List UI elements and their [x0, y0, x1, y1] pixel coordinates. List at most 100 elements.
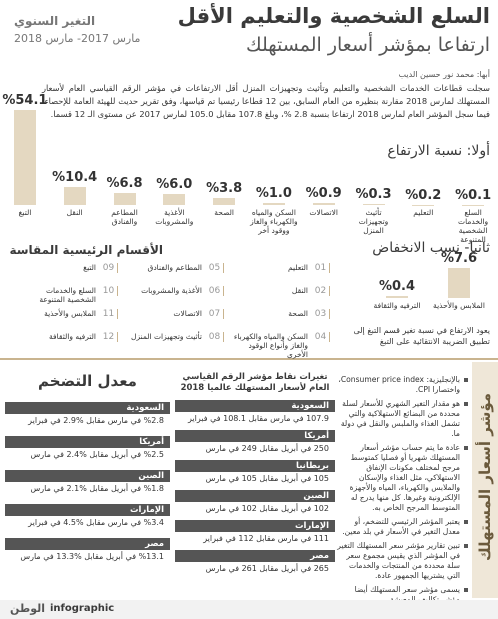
- bullet: عادة ما يتم حساب مؤشر أسعار المستهلك شهر…: [336, 443, 468, 513]
- value-label: %7.6: [440, 251, 478, 266]
- country-value: %13.1 في أبريل مقابل %13.3 في مارس: [20, 552, 164, 561]
- bullet: تبين تقارير مؤشر سعر المستهلك التغير في …: [336, 541, 468, 581]
- country-row: أمريكا 250 في أبريل مقابل 249 في مارس: [175, 430, 335, 455]
- country-name: السعودية: [175, 400, 335, 412]
- side-strip: [472, 362, 498, 598]
- bullet-mark: [464, 378, 468, 382]
- country-row: مصر 265 في أبريل مقابل 261 في مارس: [175, 550, 335, 575]
- country-value: 250 في أبريل مقابل 249 في مارس: [205, 444, 329, 453]
- bar: [63, 186, 86, 205]
- country-value: %2.8 في مارس مقابل %2.9 في فبراير: [28, 416, 164, 425]
- sections-title: الأقسام الرئيسية المقاسة: [9, 243, 163, 257]
- country-row: الصين %1.8 في أبريل مقابل %2.1 في مارس: [5, 470, 170, 495]
- country-name: أمريكا: [175, 430, 335, 442]
- bullet: يسمى مؤشر سعر المستهلك أيضا مؤشر تكاليف …: [336, 585, 468, 605]
- country-value: %3.4 في مارس مقابل %4.5 في فبراير: [28, 518, 164, 527]
- section-number: 09: [100, 263, 118, 273]
- world-list: السعودية 107.9 في مارس مقابل 108.1 في فبر…: [175, 400, 335, 580]
- category-label: النقل: [66, 208, 83, 217]
- country-value: 111 في مارس مقابل 112 في فبراير: [203, 534, 329, 543]
- bar: [448, 268, 470, 298]
- title: السلع الشخصية والتعليم الأقل: [177, 4, 490, 28]
- country-name: الصين: [5, 470, 170, 482]
- value-label: %10.4: [52, 169, 98, 185]
- section-label: السكن والمياه والكهرباء والغاز وأنواع ال…: [233, 332, 308, 359]
- bar: [312, 203, 335, 205]
- category-label: الملابس والأحذية: [433, 301, 485, 310]
- divider: [0, 358, 498, 360]
- section-label: التبغ: [83, 263, 96, 272]
- country-value: %1.8 في أبريل مقابل %2.1 في مارس: [30, 484, 164, 493]
- category-label: التعليم: [413, 208, 434, 217]
- value-label: %54.1: [2, 93, 48, 108]
- value-label: %0.3: [355, 187, 392, 203]
- cpi-bullets: بالإنجليزية: Consumer price index، واختص…: [336, 375, 468, 609]
- bullet-mark: [464, 520, 468, 524]
- country-row: بريطانيا 105 في أبريل مقابل 105 في مارس: [175, 460, 335, 485]
- section-number: 06: [206, 286, 224, 296]
- category-label: الأغذية والمشروبات: [155, 208, 194, 226]
- bullet-mark: [464, 402, 468, 406]
- period-label: التغير السنوي: [14, 14, 96, 28]
- footer-label: infographic: [50, 603, 115, 614]
- section-label: الأغذية والمشروبات: [141, 286, 202, 295]
- section-number: 07: [206, 309, 224, 319]
- section-number: 08: [206, 332, 224, 342]
- bar: [213, 198, 236, 205]
- category-label: المطاعم والفنادق: [111, 208, 138, 226]
- section-label: النقل: [291, 286, 308, 295]
- value-label: %0.9: [305, 186, 342, 202]
- country-value: 107.9 في مارس مقابل 108.1 في فبراير: [188, 414, 329, 423]
- footer-brand: الوطن: [10, 602, 46, 615]
- section-label: الاتصالات: [173, 309, 202, 318]
- country-name: الإمارات: [175, 520, 335, 532]
- fall-note: يعود الارتفاع في نسبة تغير قسم التبغ إلى…: [353, 326, 490, 346]
- bar: [113, 193, 136, 205]
- country-row: أمريكا %2.5 في أبريل مقابل %2.4 في مارس: [5, 436, 170, 461]
- section-label: تأثيث وتجهيزات المنزل: [131, 332, 202, 341]
- value-label: %6.8: [106, 176, 143, 192]
- country-name: مصر: [175, 550, 335, 562]
- section-number: 02: [312, 286, 330, 296]
- footer-bar: [0, 600, 498, 619]
- section-label: المطاعم والفنادق: [147, 263, 203, 272]
- country-row: الصين 102 في أبريل مقابل 102 في مارس: [175, 490, 335, 515]
- country-name: الإمارات: [5, 504, 170, 516]
- section-number: 04: [312, 332, 330, 342]
- section-number: 05: [206, 263, 224, 273]
- country-row: الإمارات %3.4 في مارس مقابل %4.5 في فبراي…: [5, 504, 170, 529]
- category-label: تأثيث وتجهيزات المنزل: [358, 208, 389, 235]
- category-label: الترفيه والثقافة: [373, 301, 421, 310]
- period: مارس 2017- مارس 2018: [14, 32, 141, 45]
- category-label: السكن والمياه والكهرباء والغاز ووقود أخر: [250, 208, 298, 235]
- section-label: السلع والخدمات الشخصية المتنوعة: [39, 286, 96, 304]
- bar: [163, 194, 186, 205]
- section-label: الصحة: [288, 309, 308, 318]
- country-value: 105 في أبريل مقابل 105 في مارس: [205, 474, 329, 483]
- country-value: 102 في أبريل مقابل 102 في مارس: [205, 504, 329, 513]
- category-label: التبغ: [18, 208, 32, 217]
- value-label: %0.4: [378, 279, 416, 295]
- country-row: السعودية 107.9 في مارس مقابل 108.1 في فبر…: [175, 400, 335, 425]
- section-number: 11: [100, 309, 118, 319]
- inflation-list: السعودية %2.8 في مارس مقابل %2.9 في فبراي…: [5, 402, 170, 572]
- section-number: 03: [312, 309, 330, 319]
- bullet: هو مقدار التغير الشهري للأسعار لسلة محدد…: [336, 399, 468, 439]
- country-row: الإمارات 111 في مارس مقابل 112 في فبراير: [175, 520, 335, 545]
- country-name: الصين: [175, 490, 335, 502]
- country-name: مصر: [5, 538, 170, 550]
- category-label: الاتصالات: [309, 208, 338, 217]
- country-name: بريطانيا: [175, 460, 335, 472]
- fall-title: ثانيا- نسب الانخفاض: [372, 240, 490, 256]
- country-value: %2.5 في أبريل مقابل %2.4 في مارس: [30, 450, 164, 459]
- inflation-title: معدل التضخم: [38, 372, 137, 390]
- category-label: السلع والخدمات الشخصية المتنوعة: [458, 208, 489, 244]
- section-label: الترفيه والثقافة: [49, 332, 96, 341]
- subtitle: ارتفاعا بمؤشر أسعار المستهلك: [245, 34, 490, 56]
- section-number: 10: [100, 286, 118, 296]
- section-number: 01: [312, 263, 330, 273]
- value-label: %0.2: [405, 187, 442, 203]
- category-label: الصحة: [214, 208, 234, 217]
- intro: سجلت قطاعات الخدمات الشخصية والتعليم وتأ…: [42, 83, 490, 119]
